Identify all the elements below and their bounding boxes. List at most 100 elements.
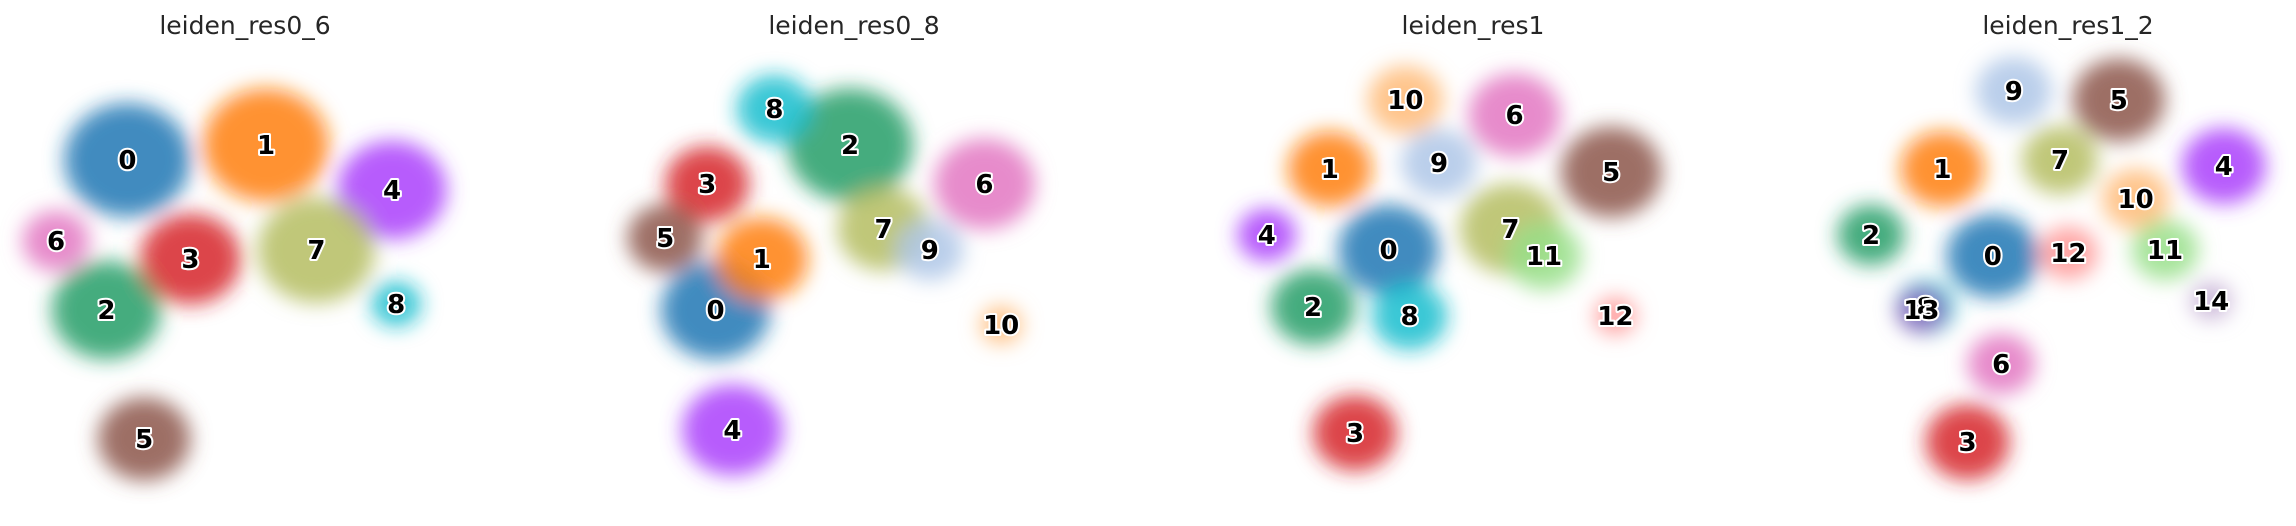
panel-leiden-res0-6: leiden_res0_6 0 1 2 3 4 5 6 7 8 — [22, 11, 447, 481]
cluster-label-6: 6 — [975, 170, 993, 200]
cluster-5-cloud — [2072, 58, 2165, 142]
cluster-0-cloud — [64, 103, 191, 217]
cluster-12-cloud — [2038, 226, 2098, 280]
cluster-1-cloud — [1900, 131, 1985, 207]
cluster-label-4: 4 — [1258, 221, 1276, 251]
cluster-label-5: 5 — [2110, 86, 2128, 116]
cluster-4-cloud — [682, 384, 783, 476]
cluster-4-cloud — [1237, 208, 1297, 262]
cluster-label-2: 2 — [1304, 293, 1322, 323]
panel-title: leiden_res1 — [1402, 11, 1545, 40]
cluster-3-cloud — [140, 213, 241, 305]
cluster-label-10: 10 — [1387, 86, 1423, 116]
cluster-label-6: 6 — [1506, 101, 1524, 131]
panel-title: leiden_res0_6 — [159, 11, 330, 40]
cluster-10-cloud — [2102, 168, 2170, 230]
cluster-3-cloud — [1313, 395, 1397, 471]
panel-leiden-res0-8: leiden_res0_8 01 2 3 4 5 6 7 8 9 10 — [627, 11, 1035, 476]
cluster-label-2: 2 — [1862, 221, 1880, 251]
cluster-6-cloud — [1967, 333, 2035, 395]
cluster-label-7: 7 — [875, 215, 893, 245]
cluster-label-2: 2 — [97, 296, 115, 326]
cluster-11-cloud — [2131, 219, 2199, 281]
cluster-9-cloud — [1976, 56, 2052, 126]
scatter-plot: 01 2 3 4 5 6 7 8 9 10 — [627, 74, 1035, 476]
cluster-label-10: 10 — [2118, 185, 2154, 215]
cluster-0-cloud — [1946, 214, 2040, 298]
cluster-label-13: 13 — [1903, 296, 1939, 326]
cluster-label-10: 10 — [983, 311, 1019, 341]
cluster-3-cloud — [1925, 404, 2010, 480]
cluster-label-3: 3 — [181, 245, 199, 275]
cluster-label-0: 0 — [118, 146, 136, 176]
cluster-10-cloud — [980, 306, 1023, 344]
cluster-label-7: 7 — [307, 236, 325, 266]
cluster-label-3: 3 — [1346, 419, 1364, 449]
cluster-label-1: 1 — [1933, 155, 1951, 185]
cluster-label-12: 12 — [1597, 302, 1633, 332]
cluster-label-14: 14 — [2193, 287, 2229, 317]
cluster-label-9: 9 — [2005, 77, 2023, 107]
cluster-label-0: 0 — [707, 296, 725, 326]
cluster-12-cloud — [1594, 297, 1637, 335]
cluster-label-1: 1 — [753, 245, 771, 275]
cluster-1-cloud — [715, 217, 808, 301]
cluster-8-cloud — [1371, 281, 1448, 351]
cluster-5-cloud — [98, 397, 191, 481]
cluster-label-8: 8 — [765, 95, 783, 125]
cluster-6-cloud — [1468, 73, 1561, 157]
cluster-label-3: 3 — [1959, 428, 1977, 458]
cluster-11-cloud — [1506, 221, 1582, 291]
cluster-label-9: 9 — [1430, 149, 1448, 179]
cluster-8-cloud — [371, 281, 422, 327]
panel-title: leiden_res1_2 — [1982, 11, 2153, 40]
cluster-4-cloud — [337, 140, 447, 240]
cluster-label-11: 11 — [2147, 236, 2183, 266]
cluster-14-cloud — [2190, 282, 2233, 320]
cluster-label-1: 1 — [1321, 155, 1339, 185]
cluster-label-0: 0 — [1380, 236, 1398, 266]
cluster-label-9: 9 — [921, 236, 939, 266]
cluster-3-cloud — [665, 146, 750, 222]
cluster-7-cloud — [257, 197, 376, 303]
cluster-13-cloud — [1896, 287, 1947, 333]
cluster-label-11: 11 — [1526, 242, 1562, 272]
cluster-label-6: 6 — [47, 227, 65, 257]
cluster-label-4: 4 — [2215, 152, 2233, 182]
cluster-10-cloud — [1367, 65, 1444, 135]
cluster-clouds — [1837, 56, 2266, 480]
cluster-5-cloud — [1560, 126, 1662, 218]
cluster-label-6: 6 — [1992, 350, 2010, 380]
cluster-1-cloud — [203, 88, 329, 202]
cluster-4-cloud — [2181, 128, 2266, 204]
cluster-label-4: 4 — [723, 416, 741, 446]
cluster-0-cloud — [1338, 204, 1439, 296]
cluster-label-8: 8 — [1917, 293, 1935, 323]
scatter-plot: 0 1 2 3 4 5 6 7 8 — [22, 88, 447, 481]
cluster-5-cloud — [627, 203, 703, 273]
cluster-2-cloud — [787, 88, 913, 202]
cluster-clouds — [22, 88, 447, 481]
cluster-label-12: 12 — [2050, 239, 2086, 269]
cluster-2-cloud — [1271, 269, 1355, 345]
cluster-1-cloud — [1287, 131, 1372, 207]
cluster-2-cloud — [51, 260, 161, 360]
cluster-clouds — [627, 74, 1035, 476]
cluster-label-5: 5 — [656, 224, 674, 254]
cluster-6-cloud — [934, 138, 1035, 230]
cluster-label-7: 7 — [1501, 215, 1519, 245]
cluster-label-7: 7 — [2051, 146, 2069, 176]
cluster-label-2: 2 — [841, 131, 859, 161]
cluster-9-cloud — [896, 219, 964, 281]
cluster-label-8: 8 — [1401, 302, 1419, 332]
cluster-label-1: 1 — [257, 131, 275, 161]
cluster-label-8: 8 — [387, 290, 405, 320]
cluster-2-cloud — [1837, 204, 1905, 266]
cluster-7-cloud — [2022, 125, 2098, 195]
cluster-label-4: 4 — [383, 176, 401, 206]
cluster-label-3: 3 — [698, 170, 716, 200]
